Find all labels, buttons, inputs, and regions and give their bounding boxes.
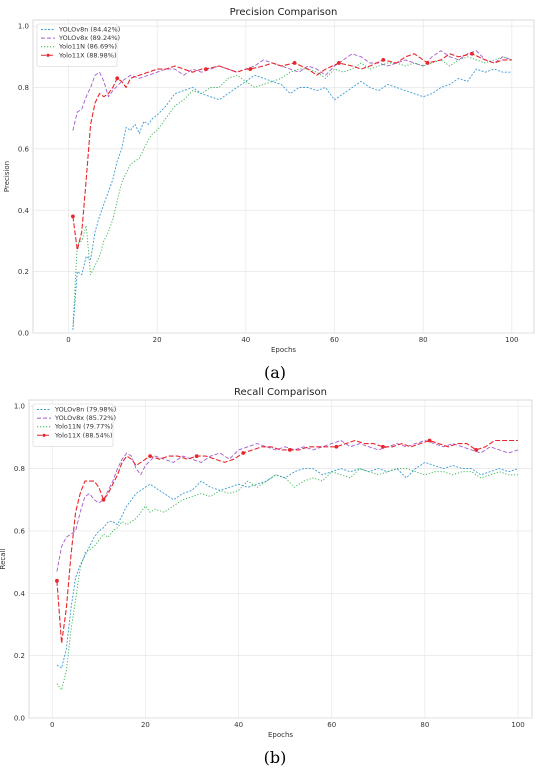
series-marker-3 (427, 438, 432, 443)
y-axis-label: Recall (0, 549, 7, 570)
chart-0: Precision Comparison 0 20 40 60 80 100 0.0 0.2 0.… (3, 7, 535, 354)
series-marker-3 (101, 497, 106, 502)
legend-label: YOLOv8n (79.98%) (54, 406, 116, 414)
chart-1: Recall Comparison 0 20 40 60 80 100 0.0 0.2 0.4 0.… (0, 387, 533, 739)
legend-marker (46, 53, 50, 57)
series-line-2 (72, 56, 512, 327)
series-marker-3 (204, 67, 208, 71)
y-tick-label: 0.0 (14, 715, 25, 723)
legend-box (36, 23, 118, 67)
y-tick-label: 0.2 (18, 268, 29, 276)
y-tick-label: 0.4 (14, 590, 26, 598)
x-tick-label: 20 (153, 336, 162, 344)
chart-title: Precision Comparison (230, 7, 338, 18)
series-marker-3 (194, 454, 199, 459)
series-line-3 (56, 439, 518, 644)
series-marker-3 (381, 444, 385, 449)
series-line-0 (56, 461, 519, 669)
x-tick-label: 80 (420, 721, 429, 729)
series-marker-3 (71, 214, 75, 219)
legend-label: Yolo11N (86.69%) (58, 43, 117, 51)
x-tick-label: 60 (327, 721, 336, 729)
y-tick-label: 0.6 (18, 145, 30, 153)
series-marker-3 (148, 454, 152, 459)
legend-label: Yolo11X (88.98%) (58, 51, 117, 59)
legend-label: YOLOv8x (85.72%) (54, 414, 116, 422)
figure-sublabel-b: (b) (264, 748, 287, 767)
series-marker-3 (334, 444, 339, 449)
series-marker-3 (248, 67, 253, 71)
figure-panel-a: (a) Precision Comparison 0 20 40 60 80 100 0.0 0… (3, 7, 535, 382)
precision-chart: (a) Precision Comparison 0 20 40 60 80 100 0.0 0… (3, 7, 535, 382)
legend-marker (42, 433, 46, 437)
y-tick-label: 0.8 (14, 465, 25, 473)
legend-box (32, 403, 114, 447)
series-marker-3 (337, 61, 341, 65)
series-marker-3 (474, 447, 479, 452)
x-tick-label: 80 (419, 336, 428, 344)
x-tick-label: 20 (141, 721, 150, 729)
chart-title: Recall Comparison (234, 387, 327, 398)
series-marker-3 (55, 578, 59, 583)
series-marker-3 (292, 61, 297, 65)
series-marker-3 (115, 76, 120, 81)
series-marker-3 (425, 61, 430, 65)
x-tick-label: 40 (241, 336, 250, 344)
y-tick-label: 0.0 (18, 330, 29, 338)
y-tick-label: 0.4 (18, 207, 30, 215)
x-tick-label: 0 (66, 336, 70, 344)
y-tick-label: 1.0 (18, 23, 29, 31)
legend-label: Yolo11N (79.77%) (54, 423, 113, 431)
series-line-3 (72, 53, 512, 251)
x-axis-label: Epochs (271, 346, 296, 354)
y-tick-label: 1.0 (14, 403, 25, 411)
plot-area (32, 19, 535, 334)
series-marker-3 (241, 451, 246, 455)
legend-label: YOLOv8n (84.42%) (58, 26, 120, 34)
series-line-0 (72, 68, 512, 330)
legend-label: Yolo11X (88.54%) (54, 431, 113, 439)
y-axis-label: Precision (3, 161, 11, 192)
series-marker-3 (470, 51, 474, 56)
x-tick-label: 40 (234, 721, 243, 729)
recall-chart: (b) Recall Comparison 0 20 40 60 80 100 0.0 0.2 0… (0, 387, 533, 767)
x-tick-label: 60 (330, 336, 339, 344)
series-marker-3 (381, 57, 386, 62)
x-tick-label: 100 (505, 336, 518, 344)
plot-area (28, 399, 533, 719)
x-tick-label: 0 (50, 721, 54, 729)
figure-panel-b: (b) Recall Comparison 0 20 40 60 80 100 0.0 0.2 0… (0, 385, 550, 769)
x-tick-label: 100 (511, 721, 524, 729)
y-tick-label: 0.2 (14, 652, 25, 660)
y-tick-label: 0.6 (14, 527, 26, 535)
y-tick-label: 0.8 (18, 84, 29, 92)
figure-sublabel-a: (a) (264, 363, 286, 382)
x-axis-label: Epochs (268, 731, 293, 739)
series-marker-3 (287, 447, 292, 452)
legend-label: YOLOv8x (89.24%) (58, 34, 120, 42)
